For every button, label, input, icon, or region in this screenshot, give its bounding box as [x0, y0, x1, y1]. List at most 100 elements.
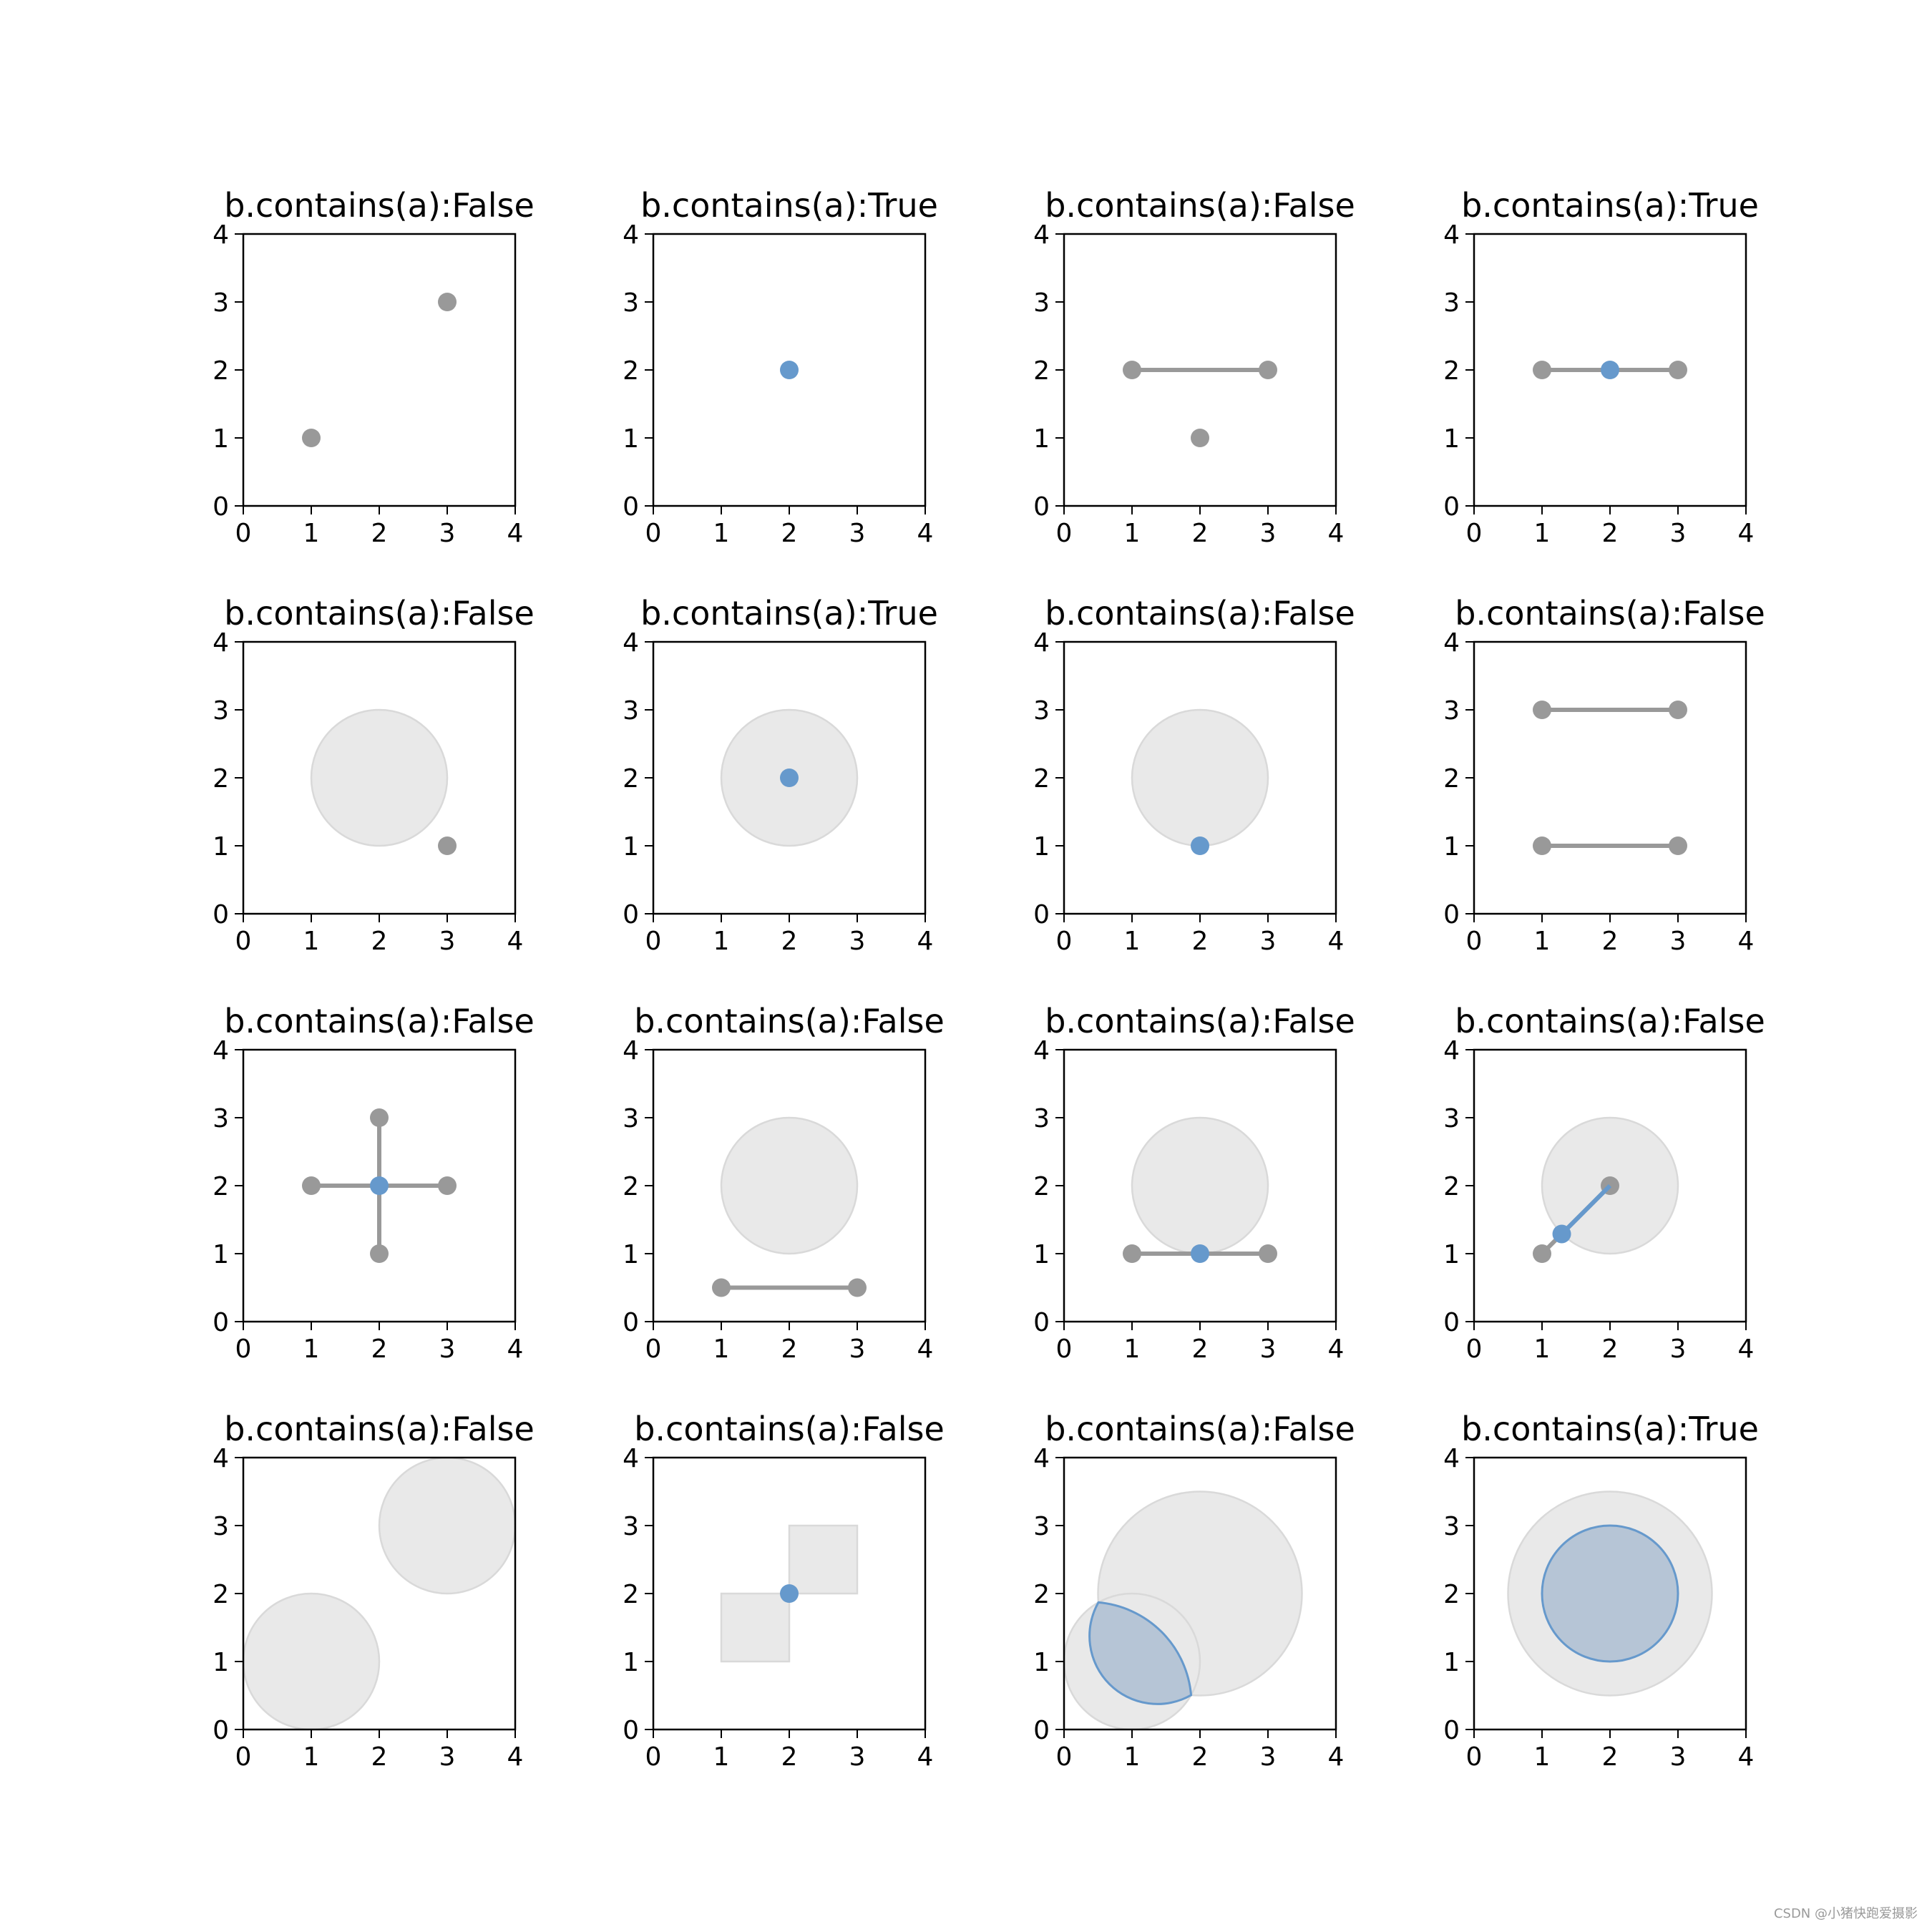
- y-tick-label: 1: [1443, 832, 1460, 862]
- x-tick-label: 1: [1124, 519, 1141, 548]
- plot-area: [1533, 1116, 1679, 1263]
- subplot-title: b.contains(a):True: [640, 186, 938, 225]
- x-tick-label: 4: [917, 519, 934, 548]
- y-tick-label: 4: [1033, 220, 1050, 250]
- x-tick-label: 2: [1192, 927, 1209, 956]
- y-tick-label: 0: [1443, 900, 1460, 930]
- x-tick-label: 4: [507, 1335, 524, 1364]
- x-tick-label: 0: [645, 1335, 662, 1364]
- y-tick-label: 3: [623, 1512, 639, 1541]
- y-tick-label: 4: [213, 628, 229, 658]
- y-tick-label: 4: [623, 1036, 639, 1065]
- subplot-title: b.contains(a):False: [1045, 594, 1355, 633]
- x-tick-label: 2: [1192, 1742, 1209, 1772]
- x-tick-label: 3: [849, 519, 866, 548]
- y-tick-label: 4: [1443, 220, 1460, 250]
- x-tick-label: 3: [849, 927, 866, 956]
- x-tick-label: 3: [849, 1335, 866, 1364]
- subplot-title: b.contains(a):False: [1045, 186, 1355, 225]
- x-tick-label: 2: [1602, 1335, 1619, 1364]
- y-tick-label: 0: [623, 1716, 639, 1745]
- x-tick-label: 0: [1056, 1335, 1073, 1364]
- y-tick-label: 0: [1443, 492, 1460, 522]
- x-tick-label: 1: [1124, 1335, 1141, 1364]
- y-tick-label: 0: [623, 492, 639, 522]
- y-tick-label: 4: [213, 1036, 229, 1065]
- y-tick-label: 3: [1033, 1104, 1050, 1133]
- point-blue: [780, 1584, 799, 1603]
- y-tick-label: 4: [1443, 1444, 1460, 1473]
- y-tick-label: 1: [623, 424, 639, 454]
- line-vertex-gray: [1669, 701, 1687, 719]
- x-tick-label: 2: [371, 1335, 388, 1364]
- y-tick-label: 2: [623, 1172, 639, 1201]
- x-tick-label: 2: [1192, 1335, 1209, 1364]
- x-tick-label: 0: [1466, 519, 1483, 548]
- y-tick-label: 0: [1443, 1308, 1460, 1337]
- x-tick-label: 1: [1124, 1742, 1141, 1772]
- x-tick-label: 2: [371, 927, 388, 956]
- x-tick-label: 3: [849, 1742, 866, 1772]
- x-tick-label: 2: [781, 1742, 798, 1772]
- line-vertex-gray: [1533, 361, 1551, 379]
- subplot-title: b.contains(a):False: [1045, 1002, 1355, 1040]
- x-tick-label: 1: [1534, 1742, 1551, 1772]
- y-tick-label: 1: [213, 832, 229, 862]
- y-tick-label: 0: [1033, 1308, 1050, 1337]
- x-tick-label: 0: [235, 1742, 252, 1772]
- point-blue: [780, 769, 799, 787]
- point-gray: [438, 836, 457, 855]
- y-tick-label: 3: [213, 696, 229, 726]
- x-tick-label: 4: [1738, 927, 1755, 956]
- plot-area: [302, 293, 457, 447]
- plot-area: [302, 1108, 457, 1263]
- x-tick-label: 3: [439, 1335, 456, 1364]
- y-tick-label: 2: [623, 356, 639, 386]
- y-tick-label: 2: [623, 764, 639, 794]
- y-tick-label: 1: [1033, 424, 1050, 454]
- y-tick-label: 2: [1033, 1580, 1050, 1609]
- x-tick-label: 0: [1466, 927, 1483, 956]
- plot-area: [1064, 1491, 1303, 1729]
- line-vertex-gray: [1259, 1244, 1277, 1263]
- x-tick-label: 3: [1670, 1742, 1687, 1772]
- circle-polygon: [378, 1458, 515, 1595]
- x-tick-label: 1: [303, 1742, 320, 1772]
- y-tick-label: 3: [1443, 1512, 1460, 1541]
- y-tick-label: 1: [1443, 1648, 1460, 1677]
- watermark: CSDN @小猪快跑爱摄影: [1773, 1906, 1918, 1921]
- line-vertex-gray: [1123, 361, 1141, 379]
- subplot-title: b.contains(a):False: [1045, 1410, 1355, 1448]
- subplot-title: b.contains(a):True: [640, 594, 938, 633]
- line-vertex-gray: [848, 1278, 867, 1297]
- y-tick-label: 1: [1033, 1648, 1050, 1677]
- y-tick-label: 1: [213, 1240, 229, 1269]
- plot-area: [1123, 361, 1277, 447]
- y-tick-label: 2: [213, 356, 229, 386]
- x-tick-label: 2: [781, 927, 798, 956]
- y-tick-label: 2: [1033, 1172, 1050, 1201]
- square-polygon: [720, 1592, 791, 1663]
- x-tick-label: 1: [1124, 927, 1141, 956]
- circle-polygon: [1131, 1116, 1269, 1255]
- plot-area: [243, 1458, 515, 1729]
- x-tick-label: 0: [1466, 1742, 1483, 1772]
- line-vertex-gray: [1669, 836, 1687, 855]
- plot-area: [1507, 1491, 1713, 1697]
- x-tick-label: 0: [235, 519, 252, 548]
- y-tick-label: 3: [1033, 1512, 1050, 1541]
- subplot-title: b.contains(a):True: [1461, 186, 1759, 225]
- x-tick-label: 2: [1602, 519, 1619, 548]
- point-blue: [780, 361, 799, 379]
- point-blue: [1601, 361, 1619, 379]
- plot-area: [720, 708, 859, 847]
- y-tick-label: 0: [213, 1308, 229, 1337]
- y-tick-label: 1: [1033, 832, 1050, 862]
- y-tick-label: 0: [1033, 900, 1050, 930]
